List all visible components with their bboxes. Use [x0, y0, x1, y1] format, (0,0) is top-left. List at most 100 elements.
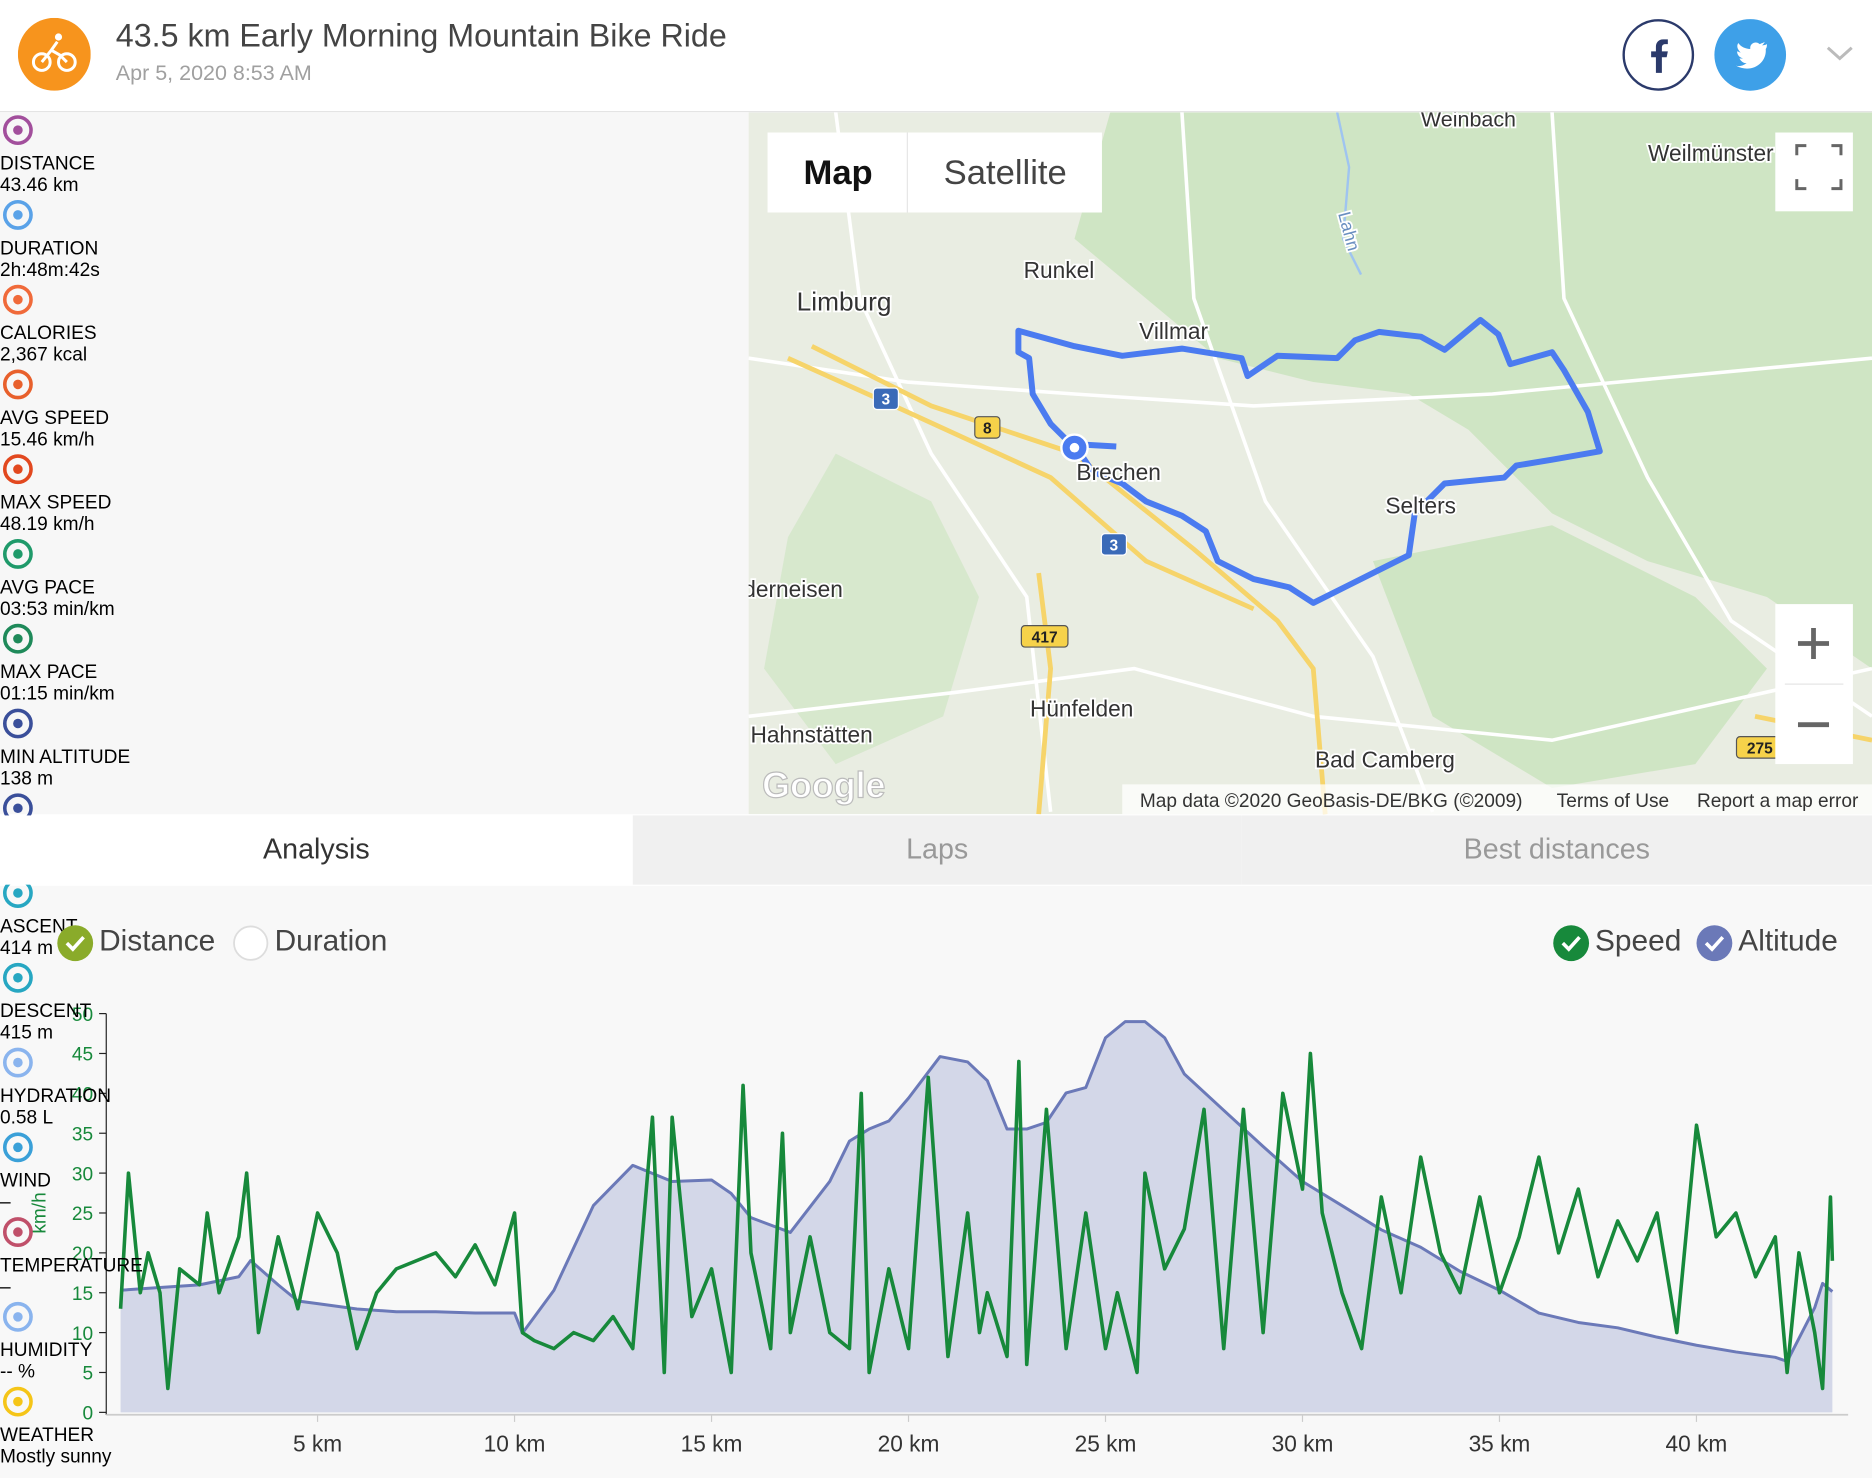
y-tick-label: 40	[72, 1085, 93, 1106]
attribution-bar	[1122, 784, 1872, 815]
toggle-checkbox[interactable]	[56, 924, 94, 962]
place-label: Brechen	[1076, 459, 1160, 485]
highways	[786, 344, 1872, 815]
expand-chevron[interactable]	[1824, 43, 1855, 64]
stat: TEMPERATURE –	[0, 1214, 749, 1299]
map-button-label[interactable]: Map	[803, 154, 872, 192]
stat-label: AVG SPEED	[0, 408, 109, 429]
stat: WIND –	[0, 1129, 749, 1214]
x-tick-label: 35 km	[1469, 1431, 1531, 1457]
stat-label: CALORIES	[0, 323, 97, 344]
place-label: Limburg	[797, 286, 892, 316]
map[interactable]: Weinbach Weilmünster Runkel Limburg Villmar B…	[709, 108, 1872, 815]
place-label: Hahnstätten	[750, 722, 872, 748]
stat: MAX PACE 01:15 min/km	[0, 621, 749, 706]
stat-label: DISTANCE	[0, 154, 96, 175]
stat-icon	[2, 369, 33, 400]
y-tick-label: 0	[82, 1404, 93, 1425]
x-tick-label: 5 km	[293, 1431, 342, 1457]
terms-link[interactable]: Terms of Use	[1557, 791, 1669, 812]
stat-icon	[2, 539, 33, 569]
road-shield	[1020, 624, 1069, 648]
y-tick-label: 10	[72, 1324, 93, 1345]
stat-icon	[2, 1132, 33, 1163]
stat-label: AVG PACE	[0, 577, 95, 599]
area	[120, 1021, 1833, 1413]
stat-value: 2h:48m:42s	[0, 260, 100, 281]
stat-icon	[2, 1217, 33, 1248]
report-link[interactable]: Report a map error	[1697, 791, 1859, 812]
road-number: 3	[882, 392, 891, 409]
facebook-share[interactable]	[1621, 18, 1695, 92]
toggle-label[interactable]: Distance	[99, 924, 216, 958]
place-label: Bad Camberg	[1315, 747, 1455, 773]
toggle-checkbox[interactable]	[1695, 924, 1733, 962]
stat-value: 43.46 km	[0, 175, 79, 196]
stats-panel: DISTANCE 43.46 km DURATION 2h:48m:42s CALORI…	[0, 112, 749, 1467]
stat: DISTANCE 43.46 km	[0, 112, 749, 197]
place-label: Selters	[1385, 492, 1456, 518]
stat-label: TEMPERATURE	[0, 1255, 143, 1277]
tab[interactable]: Best distances	[1241, 815, 1872, 885]
stat: AVG SPEED 15.46 km/h	[0, 367, 749, 452]
toggle-label[interactable]: Speed	[1595, 924, 1682, 958]
zoom-in[interactable]	[1797, 627, 1830, 660]
map-button[interactable]	[767, 132, 908, 213]
activity-title: 43.5 km Early Morning Mountain Bike Ride	[115, 17, 727, 54]
toggle-checkbox[interactable]	[232, 924, 270, 962]
stat-label: DESCENT	[0, 1001, 92, 1022]
road-number: 417	[1032, 629, 1058, 646]
stat-label: MIN ALTITUDE	[0, 747, 131, 768]
stat-value: 48.19 km/h	[0, 514, 95, 535]
activity-date: Apr 5, 2020 8:53 AM	[115, 60, 312, 85]
stat-label: ASCENT	[0, 916, 78, 938]
place-label: Weinbach	[1421, 108, 1516, 132]
toggle-label[interactable]: Altitude	[1738, 924, 1838, 958]
place-label: Villmar	[1139, 318, 1208, 344]
stat-icon	[2, 1301, 33, 1332]
y-tick-label: 30	[72, 1164, 93, 1185]
stat-icon	[2, 962, 33, 993]
stat: HYDRATION 0.58 L	[0, 1045, 749, 1130]
y-axis-label: km/h	[29, 1192, 50, 1233]
tab[interactable]: Laps	[632, 815, 1242, 885]
x-tick-label: 25 km	[1075, 1431, 1137, 1457]
stat-label: DURATION	[0, 238, 99, 260]
stat-icon	[2, 199, 33, 230]
road-shield	[974, 416, 1001, 439]
stat-value: 03:53 min/km	[0, 599, 115, 620]
y-tick-label: 45	[72, 1045, 93, 1066]
stat-value: 15.46 km/h	[0, 429, 95, 451]
y-tick-label: 15	[72, 1284, 93, 1305]
series-line	[120, 1020, 1834, 1363]
stat: CALORIES 2,367 kcal	[0, 282, 749, 367]
stat: AVG PACE 03:53 min/km	[0, 536, 749, 621]
stat-icon	[2, 115, 33, 146]
y-tick-label: 25	[72, 1204, 93, 1225]
x-tick-label: 20 km	[878, 1431, 940, 1457]
tab[interactable]: Analysis	[0, 815, 633, 885]
stat: DURATION 2h:48m:42s	[0, 197, 749, 282]
stat-label: MAX SPEED	[0, 493, 112, 514]
stat: HUMIDITY -- %	[0, 1299, 749, 1384]
stat: DESCENT 415 m	[0, 960, 749, 1045]
header: 43.5 km Early Morning Mountain Bike Ride…	[0, 0, 1872, 113]
stat-icon	[2, 708, 33, 739]
stat-value: Mostly sunny	[0, 1446, 112, 1468]
toggle-checkbox[interactable]	[1552, 924, 1590, 962]
toggle-label[interactable]: Duration	[274, 924, 388, 958]
chart: 0 5 10 15 20 25 30 35 40 45 50 km/h 5 km 10 km 15 km 20…	[29, 1005, 1849, 1457]
forest	[764, 112, 1872, 788]
twitter-share[interactable]	[1713, 18, 1787, 92]
fullscreen-icon	[1795, 144, 1843, 191]
stat: WEATHER Mostly sunny	[0, 1384, 749, 1469]
satellite-button-label[interactable]: Satellite	[944, 154, 1067, 192]
stat-value: 138 m	[0, 768, 54, 790]
stat-label: WEATHER	[0, 1425, 95, 1446]
stat-value: 01:15 min/km	[0, 684, 115, 705]
stat: MIN ALTITUDE 138 m	[0, 706, 749, 791]
stat: MAX SPEED 48.19 km/h	[0, 451, 749, 536]
start-pin-dot	[1069, 442, 1080, 453]
road-shield	[1100, 533, 1128, 556]
